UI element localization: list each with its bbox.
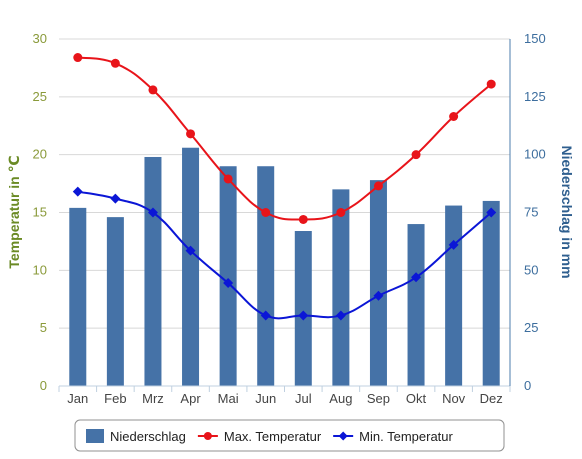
x-axis: Jan Feb Mrz Apr Mai Jun Jul Aug Sep Okt Nov Dez: [58, 385, 511, 406]
legend-marker-max-temperatur: [203, 432, 212, 440]
left-y-axis: 0 5 10 15 20 25 30: [33, 31, 47, 393]
left-tick-label: 20: [33, 147, 47, 162]
max-temperatur-point-mrz: [148, 85, 158, 95]
right-axis-title: Niederschlag in mm: [559, 145, 575, 278]
x-tick-label: Mai: [218, 391, 239, 406]
temperature-lines: [72, 53, 497, 321]
min-temperatur-point-jul: [298, 310, 309, 321]
x-tick-label: Aug: [329, 391, 352, 406]
bar-aug: [332, 189, 350, 386]
max-temperatur-point-apr: [186, 129, 196, 139]
min-temperatur-point-mai: [223, 278, 234, 289]
legend-marker-min-temperatur: [338, 431, 348, 441]
max-temperatur-point-mai: [223, 174, 233, 184]
max-temperatur-point-okt: [411, 150, 421, 160]
min-temperatur-point-okt: [411, 272, 422, 283]
x-tick-label: Okt: [406, 391, 427, 406]
legend-label-max-temperatur: Max. Temperatur: [224, 429, 322, 444]
min-temperatur-point-jan: [72, 186, 83, 197]
min-temperatur-point-jun: [260, 310, 271, 321]
min-temperatur-point-nov: [448, 239, 459, 250]
max-temperatur-point-aug: [336, 208, 346, 217]
max-temperatur-point-feb: [110, 58, 120, 68]
x-tick-label: Jun: [255, 391, 276, 406]
right-tick-label: 75: [524, 205, 538, 220]
bar-sep: [369, 180, 387, 386]
min-temperatur-point-aug: [335, 310, 346, 321]
left-tick-label: 15: [33, 205, 47, 220]
x-tick-label: Nov: [442, 391, 466, 406]
max-temperatur-line: [77, 56, 492, 221]
bar-okt: [407, 224, 425, 386]
max-temperatur-point-nov: [449, 111, 459, 121]
right-tick-label: 0: [524, 378, 531, 393]
bar-apr: [182, 147, 200, 386]
max-temperatur-point-jul: [298, 214, 308, 224]
max-temperatur-point-dez: [486, 79, 496, 89]
left-axis-title: Temperatur in ℃: [6, 155, 22, 268]
grid-lines: [59, 38, 510, 387]
precipitation-bars: [69, 147, 500, 386]
bar-jul: [294, 231, 312, 386]
max-temperatur-point-jun: [261, 208, 271, 217]
legend-label-min-temperatur: Min. Temperatur: [359, 429, 453, 444]
max-temperatur-point-sep: [373, 181, 383, 191]
right-tick-label: 150: [524, 31, 546, 46]
x-tick-label: Apr: [180, 391, 201, 406]
min-temperatur-point-feb: [110, 193, 121, 204]
legend-box: [74, 419, 505, 452]
right-tick-label: 50: [524, 262, 538, 277]
min-temperatur-point-apr: [185, 245, 196, 256]
left-tick-label: 5: [40, 320, 47, 335]
min-temperatur-line: [77, 190, 492, 320]
bar-jun: [257, 166, 275, 386]
min-temperatur-point-dez: [486, 207, 497, 218]
bar-mai: [219, 166, 237, 386]
right-tick-label: 125: [524, 89, 546, 104]
bar-nov: [445, 205, 463, 386]
legend-swatch-niederschlag: [86, 429, 104, 443]
left-tick-label: 30: [33, 31, 47, 46]
max-temperatur-point-jan: [73, 53, 83, 63]
x-tick-label: Jul: [295, 391, 312, 406]
bar-feb: [106, 217, 124, 386]
left-tick-label: 10: [33, 262, 47, 277]
left-tick-label: 25: [33, 89, 47, 104]
left-tick-label: 0: [40, 378, 47, 393]
right-tick-label: 25: [524, 320, 538, 335]
x-tick-label: Mrz: [142, 391, 164, 406]
x-tick-label: Dez: [480, 391, 503, 406]
bar-mrz: [144, 156, 162, 386]
bar-jan: [69, 207, 87, 386]
legend: Niederschlag Max. Temperatur Min. Temperat…: [74, 419, 505, 452]
x-tick-label: Sep: [367, 391, 390, 406]
right-tick-label: 100: [524, 147, 546, 162]
legend-label-niederschlag: Niederschlag: [110, 429, 186, 444]
min-temperatur-point-sep: [373, 290, 384, 301]
bar-dez: [482, 200, 500, 386]
x-tick-label: Jan: [67, 391, 88, 406]
right-y-axis: 0 25 50 75 100 125 150: [509, 31, 546, 393]
min-temperatur-point-mrz: [147, 207, 158, 218]
x-tick-label: Feb: [104, 391, 126, 406]
